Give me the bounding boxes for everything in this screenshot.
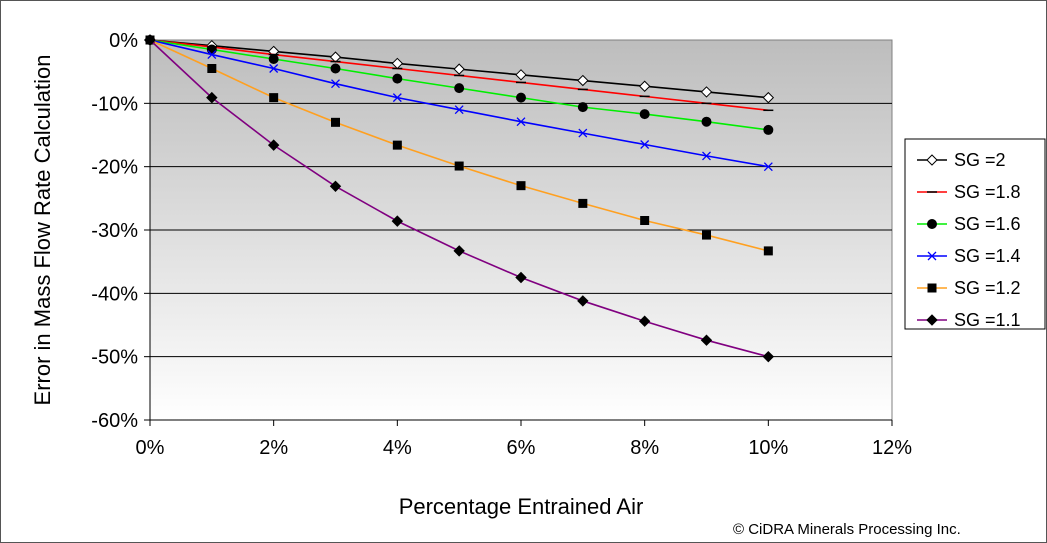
y-tick-label: -10% — [91, 93, 138, 115]
data-point — [763, 162, 773, 172]
legend-label: SG =1.2 — [954, 278, 1021, 298]
legend-item: SG =1.1 — [917, 310, 1021, 330]
data-point — [516, 92, 526, 103]
series-5 — [145, 35, 773, 256]
data-point — [763, 246, 773, 256]
data-point — [640, 140, 650, 149]
y-axis-title: Error in Mass Flow Rate Calculation — [30, 55, 55, 406]
data-point — [453, 63, 465, 75]
legend-marker — [927, 219, 937, 229]
x-tick-label: 4% — [383, 437, 412, 459]
legend-item: SG =1.4 — [917, 246, 1021, 266]
legend-label: SG =1.1 — [954, 310, 1021, 330]
data-point — [515, 69, 527, 81]
data-point — [700, 86, 713, 98]
legend: SG =2 SG =1.8 SG =1.6 SG =1.4 SG =1.2 SG =1.1 — [904, 138, 1046, 330]
data-point — [516, 117, 526, 127]
legend-marker — [927, 251, 937, 261]
legend-marker — [926, 314, 938, 326]
series-1 — [144, 34, 775, 104]
x-tick-label: 12% — [872, 437, 912, 459]
x-tick-label: 2% — [259, 437, 288, 459]
data-point — [330, 63, 341, 74]
y-tick-label: 0% — [109, 30, 138, 52]
data-point — [331, 117, 340, 127]
data-point — [392, 93, 402, 103]
y-tick-label: -60% — [91, 410, 138, 432]
data-point — [391, 215, 404, 227]
x-tick-labels: 0% 2% 4% 6% 8% 10% 12% — [136, 437, 913, 459]
data-point — [638, 315, 651, 327]
data-point — [207, 50, 217, 60]
data-point — [639, 109, 650, 120]
data-point — [763, 124, 774, 135]
data-point — [578, 198, 588, 208]
data-point — [515, 271, 527, 284]
data-point — [331, 79, 340, 89]
legend-box — [904, 138, 1046, 330]
data-point — [144, 34, 156, 46]
y-tick-label: -20% — [91, 157, 138, 179]
series-group — [144, 34, 775, 363]
data-point — [329, 180, 342, 193]
copyright-text: © CiDRA Minerals Processing Inc. — [733, 521, 961, 538]
legend-item: SG =2 — [917, 150, 1006, 170]
data-point — [267, 139, 280, 151]
legend-item: SG =1.6 — [917, 214, 1021, 234]
data-point — [454, 105, 464, 115]
series-6 — [144, 34, 775, 363]
y-tick-label: -50% — [91, 347, 138, 369]
data-point — [702, 230, 711, 240]
data-point — [269, 64, 279, 73]
legend-marker — [926, 154, 938, 166]
data-point — [207, 64, 217, 73]
data-point — [701, 116, 712, 127]
data-point — [577, 74, 589, 87]
x-tick-label: 8% — [630, 437, 659, 459]
legend-items: SG =2 SG =1.8 SG =1.6 SG =1.4 SG =1.2 SG =1.1 — [917, 150, 1021, 330]
data-point — [577, 102, 588, 113]
y-tick-label: -40% — [91, 283, 138, 305]
x-tick-label: 6% — [507, 437, 536, 459]
data-point — [700, 334, 713, 346]
data-point — [762, 91, 775, 104]
legend-item: SG =1.2 — [917, 278, 1021, 298]
data-point — [392, 73, 403, 84]
legend-label: SG =1.6 — [954, 214, 1021, 234]
data-point — [640, 216, 650, 225]
x-tick-label: 0% — [136, 437, 165, 459]
data-point — [268, 54, 279, 64]
y-tick-labels: 0% -10% -20% -30% -40% -50% -60% — [91, 30, 138, 432]
data-point — [578, 128, 588, 138]
data-point — [762, 350, 775, 363]
legend-marker — [927, 283, 937, 293]
data-point — [206, 91, 218, 104]
data-point — [454, 83, 465, 94]
y-tick-label: -30% — [91, 220, 138, 242]
x-tick-label: 10% — [748, 437, 788, 459]
legend-label: SG =2 — [954, 150, 1006, 170]
legend-label: SG =1.8 — [954, 182, 1021, 202]
data-point — [269, 93, 279, 103]
data-point — [206, 44, 217, 55]
data-point — [577, 295, 589, 307]
legend-item: SG =1.8 — [917, 182, 1021, 202]
data-point — [453, 245, 465, 257]
data-point — [516, 181, 526, 191]
legend-label: SG =1.4 — [954, 246, 1021, 266]
data-point — [702, 151, 711, 161]
data-point — [454, 161, 464, 171]
data-point — [638, 80, 651, 92]
x-axis-title: Percentage Entrained Air — [399, 494, 644, 519]
data-point — [392, 140, 402, 150]
series-4 — [145, 35, 773, 172]
